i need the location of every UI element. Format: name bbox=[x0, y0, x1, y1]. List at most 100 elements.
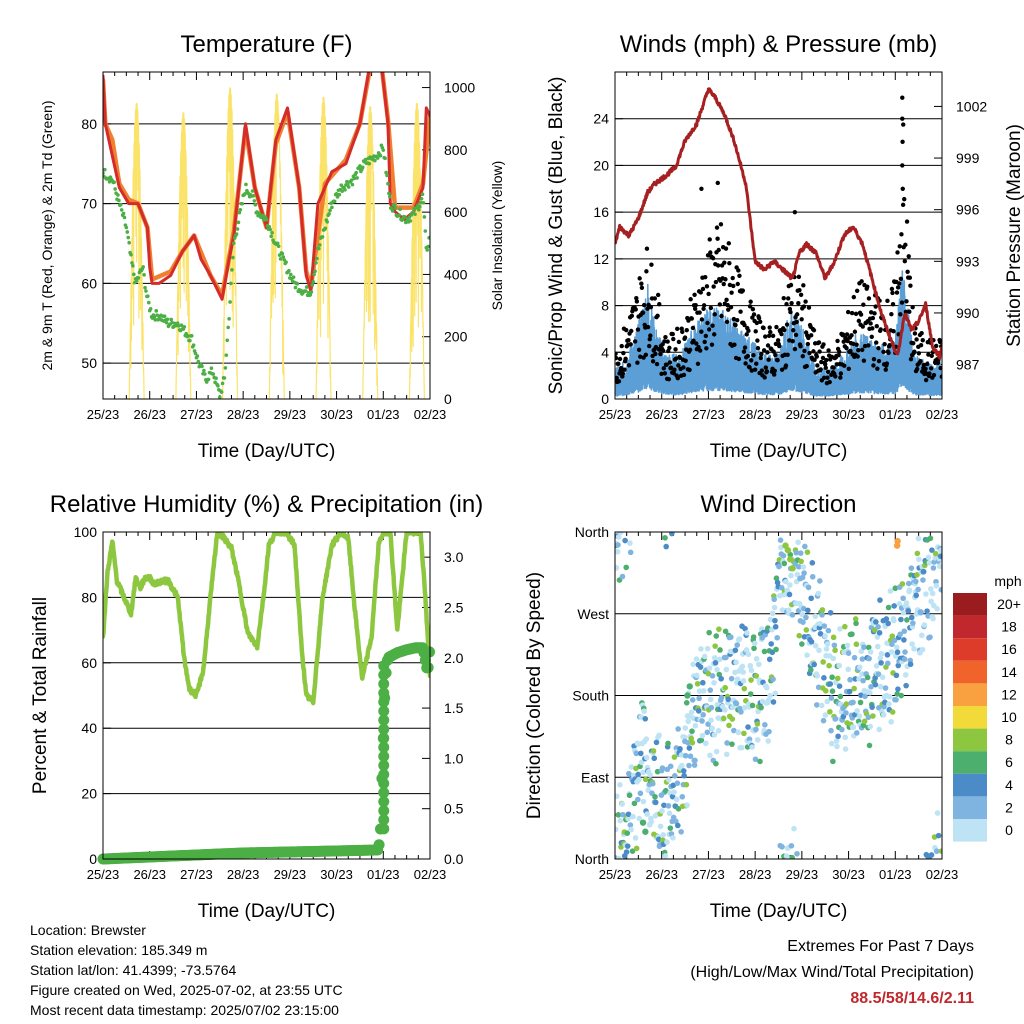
colorbar-swatch bbox=[953, 593, 987, 616]
gust-point bbox=[876, 358, 882, 364]
gust-point bbox=[794, 319, 799, 325]
gust-point bbox=[692, 306, 698, 312]
gust-point bbox=[811, 328, 817, 333]
gust-point bbox=[681, 365, 686, 370]
gust-point bbox=[748, 299, 753, 304]
direction-point bbox=[768, 641, 775, 647]
dewpoint-point bbox=[169, 317, 174, 322]
gust-point bbox=[825, 369, 831, 374]
gust-point bbox=[640, 310, 646, 315]
y-tick-label: North bbox=[575, 851, 609, 867]
precip-point bbox=[378, 669, 390, 681]
direction-point bbox=[782, 578, 789, 585]
dewpoint-point bbox=[144, 289, 148, 293]
direction-point bbox=[932, 550, 939, 557]
gust-point bbox=[629, 328, 634, 334]
dewpoint-point bbox=[385, 173, 389, 178]
gust-point bbox=[721, 281, 726, 287]
y-axis-label: 2m & 9m T (Red, Orange) & 2m Td (Green) bbox=[39, 101, 55, 371]
direction-point bbox=[670, 835, 676, 841]
x-tick-label: 30/23 bbox=[320, 867, 353, 882]
y-tick-label: 12 bbox=[593, 251, 609, 267]
dewpoint-point bbox=[323, 226, 328, 231]
gust-point bbox=[912, 349, 917, 354]
gust-point bbox=[621, 350, 626, 356]
direction-point bbox=[728, 675, 735, 682]
direction-point bbox=[749, 744, 755, 750]
direction-point bbox=[927, 634, 933, 640]
direction-point bbox=[814, 673, 820, 679]
dewpoint-point bbox=[349, 178, 354, 182]
direction-point bbox=[830, 655, 837, 662]
gust-point bbox=[901, 122, 906, 127]
dewpoint-point bbox=[384, 170, 388, 175]
direction-point bbox=[786, 556, 794, 563]
gust-point bbox=[763, 365, 768, 370]
solar-series bbox=[128, 102, 145, 399]
gust-point bbox=[644, 269, 649, 274]
direction-point bbox=[926, 560, 933, 566]
direction-point bbox=[699, 718, 705, 724]
gust-point bbox=[731, 316, 737, 322]
y-axis-label: Percent & Total Rainfall bbox=[30, 597, 51, 794]
direction-point bbox=[667, 825, 674, 831]
extremes-subtitle: (High/Low/Max Wind/Total Precipitation) bbox=[690, 964, 974, 981]
gust-point bbox=[870, 315, 876, 321]
elevation-text: Station elevation: 185.349 m bbox=[30, 942, 208, 958]
direction-point bbox=[704, 645, 711, 652]
direction-point bbox=[669, 532, 675, 537]
dewpoint-point bbox=[358, 164, 362, 168]
direction-point bbox=[778, 544, 784, 551]
direction-point bbox=[878, 660, 884, 666]
direction-point bbox=[714, 701, 721, 708]
y2-tick-label: 987 bbox=[956, 357, 980, 373]
direction-point bbox=[829, 688, 836, 695]
direction-point bbox=[889, 641, 895, 648]
gust-point bbox=[715, 180, 720, 186]
direction-point bbox=[938, 848, 942, 854]
direction-point bbox=[808, 639, 815, 645]
dewpoint-point bbox=[278, 257, 283, 261]
gust-point bbox=[841, 339, 846, 344]
colorbar-label: 18 bbox=[1001, 619, 1017, 635]
gust-point bbox=[844, 332, 850, 337]
direction-point bbox=[827, 609, 834, 616]
direction-point bbox=[929, 590, 936, 597]
dewpoint-point bbox=[232, 241, 236, 246]
direction-point bbox=[834, 675, 841, 682]
gust-point bbox=[869, 334, 874, 340]
gust-point bbox=[887, 342, 892, 348]
x-tick-label: 30/23 bbox=[832, 407, 865, 422]
dewpoint-point bbox=[343, 188, 347, 192]
gust-point bbox=[793, 332, 799, 338]
y-tick-label: 0 bbox=[601, 391, 609, 407]
direction-point bbox=[736, 636, 743, 642]
gust-point bbox=[788, 282, 794, 288]
gust-point bbox=[738, 309, 743, 314]
gust-point bbox=[698, 348, 703, 353]
direction-point bbox=[617, 781, 623, 788]
direction-point bbox=[686, 683, 693, 690]
gust-point bbox=[801, 304, 807, 309]
direction-point bbox=[685, 718, 692, 725]
direction-point bbox=[660, 832, 667, 838]
gust-point bbox=[798, 344, 803, 349]
dewpoint-point bbox=[281, 255, 286, 259]
gust-point bbox=[929, 353, 934, 359]
x-tick-label: 26/23 bbox=[645, 407, 678, 422]
gust-point bbox=[615, 375, 619, 381]
direction-point bbox=[829, 674, 835, 681]
x-axis-label: Time (Day/UTC) bbox=[710, 901, 848, 922]
colorbar-swatch bbox=[953, 683, 987, 706]
gust-point bbox=[890, 302, 896, 307]
gust-point bbox=[937, 339, 942, 345]
direction-point bbox=[819, 612, 825, 618]
y-tick-label: 20 bbox=[593, 157, 609, 173]
dewpoint-point bbox=[189, 334, 194, 338]
direction-point bbox=[779, 844, 785, 850]
direction-point bbox=[741, 730, 747, 737]
direction-point bbox=[739, 663, 746, 670]
direction-point bbox=[877, 683, 884, 690]
direction-point bbox=[897, 631, 903, 638]
direction-point bbox=[919, 632, 925, 639]
